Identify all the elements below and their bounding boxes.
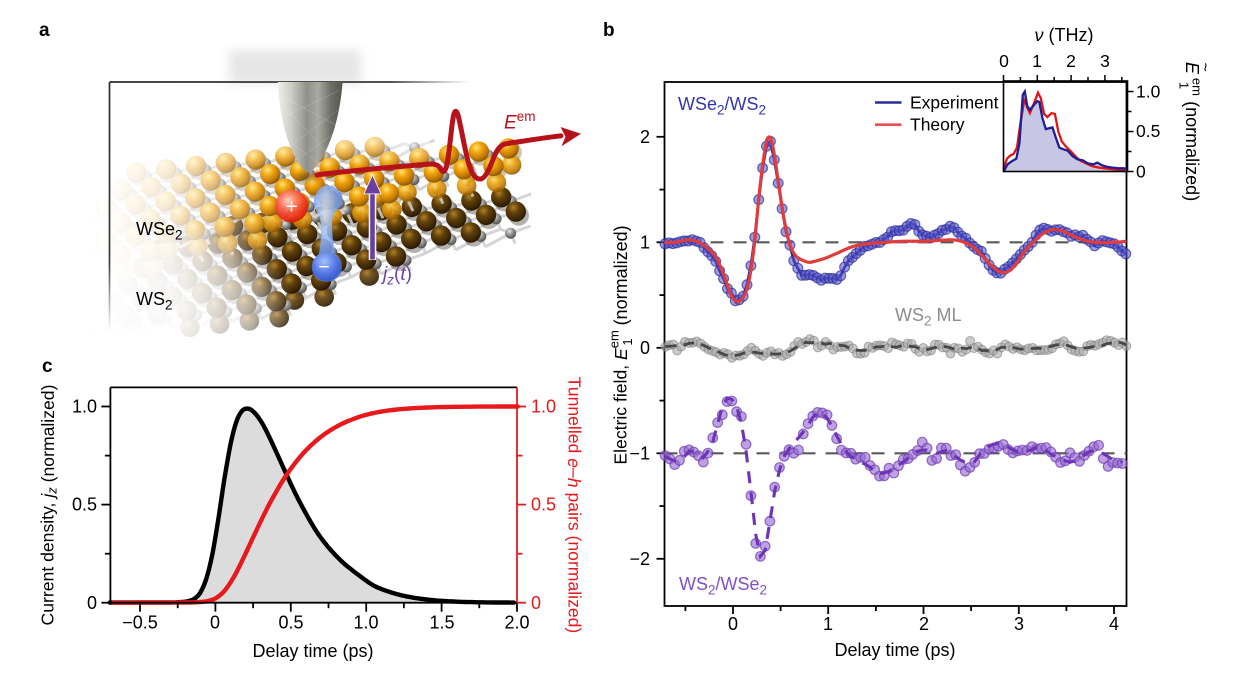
svg-text:0: 0 <box>1136 162 1146 182</box>
svg-text:0.5: 0.5 <box>278 613 303 633</box>
svg-text:ν (THz): ν (THz) <box>1035 25 1094 45</box>
svg-text:WSe2: WSe2 <box>136 219 183 243</box>
svg-text:0: 0 <box>531 593 541 613</box>
svg-text:0: 0 <box>999 51 1009 71</box>
svg-text:0: 0 <box>728 614 738 634</box>
svg-text:Delay time (ps): Delay time (ps) <box>252 641 373 661</box>
svg-text:+: + <box>285 196 297 219</box>
svg-text:3: 3 <box>1014 614 1024 634</box>
svg-text:Tunnelled e–h pairs (normalize: Tunnelled e–h pairs (normalized) <box>564 377 584 634</box>
svg-text:0: 0 <box>210 613 220 633</box>
svg-text:3: 3 <box>1100 51 1110 71</box>
svg-text:0.5: 0.5 <box>1136 121 1160 141</box>
svg-text:1.0: 1.0 <box>353 613 378 633</box>
svg-text:WSe2/WS2: WSe2/WS2 <box>678 94 766 118</box>
svg-text:a: a <box>39 20 50 41</box>
svg-text:2: 2 <box>919 614 929 634</box>
svg-text:1: 1 <box>1032 51 1042 71</box>
svg-text:−0.5: −0.5 <box>122 613 158 633</box>
svg-text:−1: −1 <box>629 444 650 464</box>
svg-text:0.5: 0.5 <box>531 495 556 515</box>
svg-text:1.0: 1.0 <box>72 397 97 417</box>
svg-text:0: 0 <box>87 593 97 613</box>
svg-text:WS2 ML: WS2 ML <box>895 305 962 329</box>
svg-text:2: 2 <box>640 127 650 147</box>
svg-text:0: 0 <box>640 338 650 358</box>
svg-text:1.0: 1.0 <box>531 397 556 417</box>
svg-text:−: − <box>318 257 329 278</box>
svg-text:2.0: 2.0 <box>504 613 529 633</box>
svg-text:WS2/WSe2: WS2/WSe2 <box>679 574 767 598</box>
svg-text:c: c <box>42 356 53 377</box>
svg-text:Experiment: Experiment <box>910 93 999 113</box>
svg-text:b: b <box>603 20 615 41</box>
svg-text:2: 2 <box>1066 51 1076 71</box>
svg-text:4: 4 <box>1109 614 1119 634</box>
svg-text:WS2: WS2 <box>136 289 173 313</box>
svg-text:Eem: Eem <box>504 109 535 134</box>
svg-text:1.0: 1.0 <box>1136 82 1161 102</box>
svg-text:1.5: 1.5 <box>429 613 454 633</box>
svg-text:0.5: 0.5 <box>72 495 97 515</box>
svg-text:Delay time (ps): Delay time (ps) <box>834 640 955 660</box>
svg-text:1: 1 <box>640 233 650 253</box>
svg-text:1: 1 <box>823 614 833 634</box>
svg-text:jz(t): jz(t) <box>380 264 412 288</box>
svg-text:−2: −2 <box>629 549 650 569</box>
svg-text:Current density, jz (normalize: Current density, jz (normalized) <box>38 385 60 626</box>
svg-text:Theory: Theory <box>910 115 965 135</box>
